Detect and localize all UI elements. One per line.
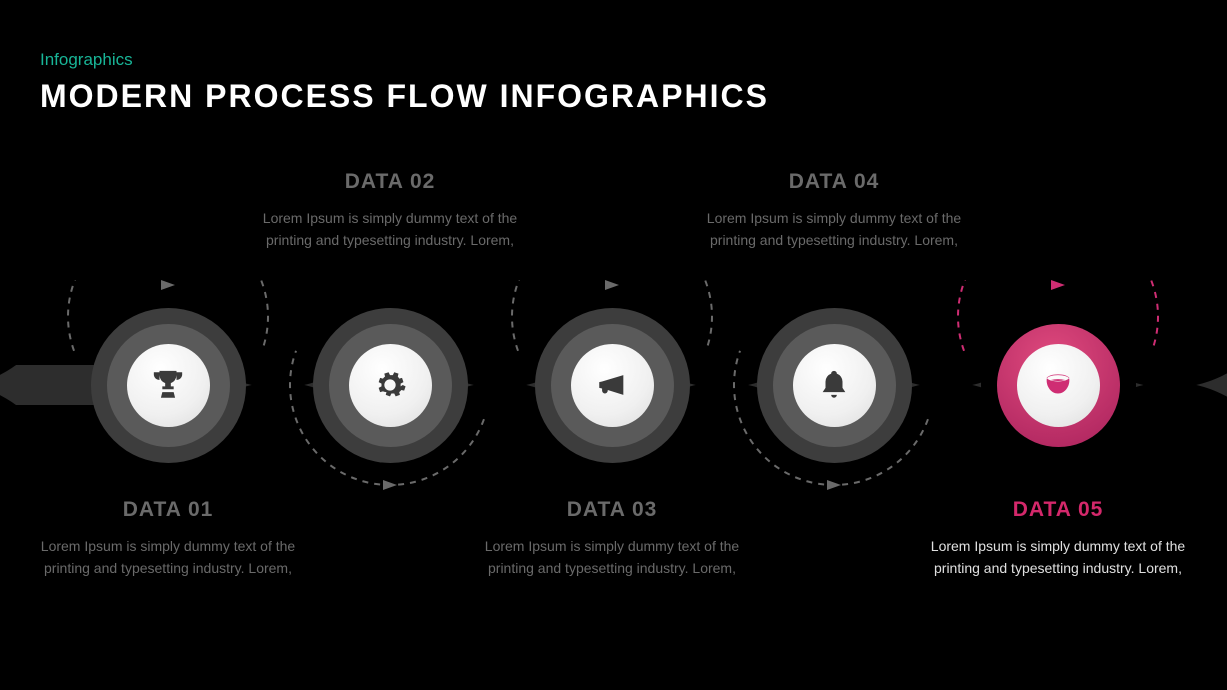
- flow-body: Lorem Ipsum is simply dummy text of the …: [928, 536, 1188, 579]
- flow-text-3: DATA 03 Lorem Ipsum is simply dummy text…: [482, 498, 742, 579]
- flow-body: Lorem Ipsum is simply dummy text of the …: [38, 536, 298, 579]
- slide-canvas: Infographics MODERN PROCESS FLOW INFOGRA…: [0, 0, 1227, 690]
- flow-body: Lorem Ipsum is simply dummy text of the …: [704, 208, 964, 251]
- subtitle: Infographics: [40, 50, 133, 70]
- trophy-icon: [151, 368, 185, 402]
- gear-icon: [373, 368, 407, 402]
- main-title: MODERN PROCESS FLOW INFOGRAPHICS: [40, 78, 769, 115]
- flow-text-5: DATA 05 Lorem Ipsum is simply dummy text…: [928, 498, 1188, 579]
- flow-node-4: [757, 308, 912, 463]
- megaphone-icon: [595, 368, 629, 402]
- node-icon-circle: [793, 344, 876, 427]
- flow-heading: DATA 04: [704, 170, 964, 194]
- flow-node-2: [313, 308, 468, 463]
- cup-icon: [1041, 368, 1075, 402]
- flow-heading: DATA 03: [482, 498, 742, 522]
- flow-body: Lorem Ipsum is simply dummy text of the …: [260, 208, 520, 251]
- flow-text-4: DATA 04 Lorem Ipsum is simply dummy text…: [704, 170, 964, 251]
- flow-text-2: DATA 02 Lorem Ipsum is simply dummy text…: [260, 170, 520, 251]
- node-icon-circle: [1017, 344, 1100, 427]
- flow-node-3: [535, 308, 690, 463]
- flow-heading: DATA 05: [928, 498, 1188, 522]
- flow-node-1: [91, 308, 246, 463]
- flow-heading: DATA 02: [260, 170, 520, 194]
- node-icon-circle: [571, 344, 654, 427]
- node-icon-circle: [349, 344, 432, 427]
- bell-icon: [817, 368, 851, 402]
- flow-text-1: DATA 01 Lorem Ipsum is simply dummy text…: [38, 498, 298, 579]
- flow-body: Lorem Ipsum is simply dummy text of the …: [482, 536, 742, 579]
- node-icon-circle: [127, 344, 210, 427]
- flow-heading: DATA 01: [38, 498, 298, 522]
- flow-node-5: [981, 308, 1136, 463]
